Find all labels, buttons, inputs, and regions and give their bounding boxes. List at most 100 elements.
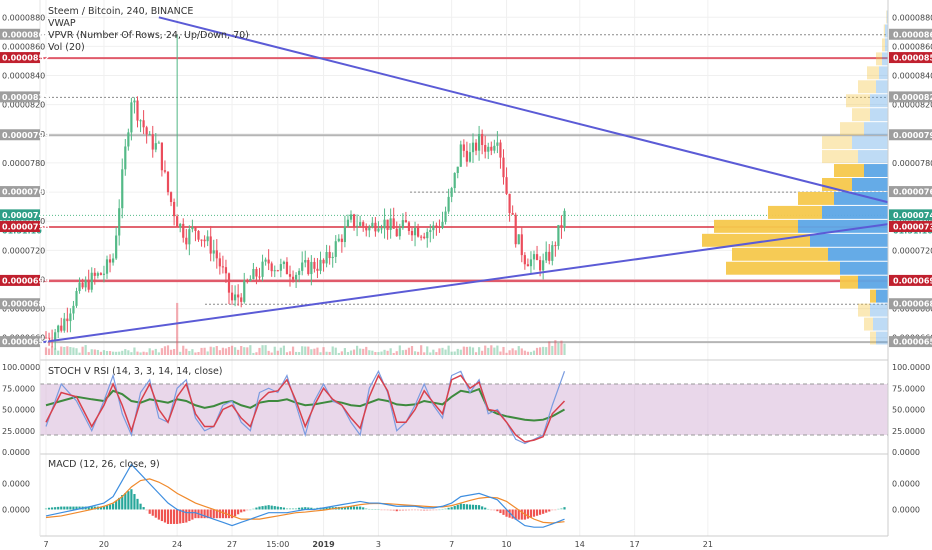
candle-body [423,236,426,239]
candle-body [441,221,444,228]
stoch-tick-label: 0.0000 [2,448,30,457]
macd-histogram-bar [66,506,69,510]
candle-body [63,318,66,331]
candle-body [139,120,142,122]
stoch-tick-label: 50.0000 [892,406,925,415]
candle-body [404,220,407,223]
macd-histogram-bar [121,495,124,510]
candle-body [429,230,432,232]
macd-histogram-bar [240,509,243,513]
macd-histogram-bar [432,509,435,511]
vp-row-up [858,275,888,289]
volume-bar [81,346,84,355]
support-trendline[interactable] [42,223,889,344]
macd-histogram-bar [328,507,331,510]
candle-body [346,219,350,227]
macd-histogram-bar [359,506,362,510]
price-tick-label: 0.0000780 [892,159,932,168]
volume-bar [374,352,377,355]
price-label-bg [0,91,40,103]
vp-row-down [886,10,887,24]
candle-body [535,254,539,261]
price-tick-label: 0.0000880 [892,13,932,22]
stoch-rsi-pane[interactable]: 100.0000 100.0000 75.0000 75.0000 50.0000 50.… [2,363,930,457]
time-axis[interactable]: 7 20 24 27 15:00 2019 3 7 10 14 17 21 [43,540,712,549]
candle-body [121,169,124,209]
candle-body [81,282,84,288]
candle-body [169,192,173,202]
candle-body [57,325,60,333]
candle-body [493,145,496,151]
candle-body [212,250,215,254]
macd-histogram-bar [173,509,176,524]
stoch-title[interactable]: STOCH V RSI (14, 3, 3, 14, 14, close) [48,366,223,377]
time-tick-label: 20 [99,540,109,549]
macd-histogram-bar [417,509,420,511]
macd-histogram-bar [154,509,157,518]
macd-histogram-bar [401,509,404,511]
candle-body [200,239,203,241]
vp-row-up [864,122,888,136]
indicator-vpvr[interactable]: VPVR (Number Of Rows, 24, Up/Down, 70) [48,30,249,41]
candle-body [340,238,343,243]
volume-bar [459,349,462,355]
candle-body [359,222,362,226]
indicator-vwap[interactable]: VWAP [48,18,76,29]
candle-body [462,144,465,151]
candle-body [209,236,212,254]
volume-bar [407,347,411,355]
trendlines[interactable] [42,16,889,344]
macd-histogram-bar [69,506,72,510]
macd-histogram-bar [282,507,285,510]
candle-body [182,223,185,238]
time-tick-label: 7 [449,540,454,549]
time-tick-label: 7 [43,540,48,549]
candle-body [185,237,188,245]
left-price-axis[interactable]: 0.00008800.00008600.00008400.00008200.00… [0,13,50,348]
volume-bar [121,350,124,355]
macd-histogram-bar [185,509,188,523]
price-axis[interactable]: 0.00008800.00008600.00008400.00008200.00… [889,13,932,348]
candle-body [224,267,228,274]
indicator-vol[interactable]: Vol (20) [48,42,85,53]
volume-bar [157,352,160,355]
volume-bar [249,345,252,355]
candle-body [310,261,313,275]
candle-body [176,216,179,228]
price-label-bg [889,28,932,40]
macd-pane[interactable]: 0.0000 0.0000 0.0000 0.0000 [2,463,920,528]
macd-histogram-bar [285,508,289,510]
candle-body [447,196,450,212]
candle-body [87,280,90,290]
price-label-bg [889,298,932,310]
macd-histogram-bar [389,509,392,511]
macd-histogram-bar [279,507,282,510]
price-label: 0.0000699 [893,276,932,285]
price-label-bg [889,274,932,286]
candle-body [102,273,106,275]
candle-body [398,228,401,237]
macd-title[interactable]: MACD (12, 26, close, 9) [48,459,160,470]
vp-row-up [852,136,888,150]
macd-histogram-bar [298,507,301,510]
candle-body [526,264,529,267]
volume-bar [118,351,121,355]
macd-histogram-bar [148,509,151,514]
price-label: 0.0000683 [893,300,932,309]
volume-bar [557,342,560,355]
volume-bar [413,351,417,355]
price-pane[interactable] [40,10,889,356]
candle-body [426,231,429,239]
price-tick-label: 0.0000820 [892,101,932,110]
resistance-trendline[interactable] [158,16,889,204]
candle-body [99,273,102,275]
volume-bar [51,346,54,355]
volume-bar [237,349,240,355]
candle-body [545,251,548,261]
vp-row-down [714,219,798,233]
price-label-bg [0,298,40,310]
volume-bar [298,352,301,355]
volume-bar [441,347,444,355]
macd-histogram-bar [325,507,328,510]
